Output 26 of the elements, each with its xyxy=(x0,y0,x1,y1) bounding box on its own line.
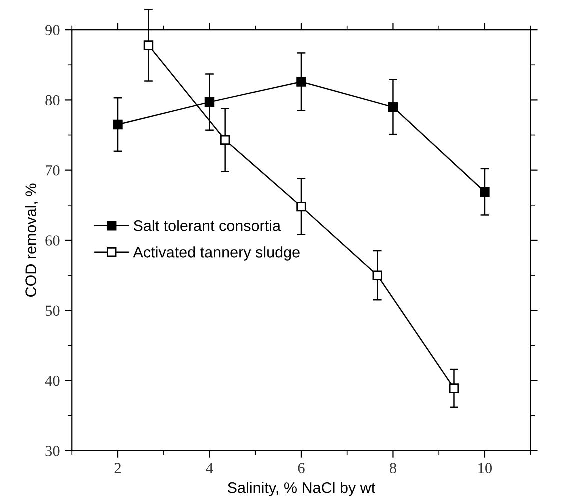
point xyxy=(449,384,460,394)
x-axis-title: Salinity, % NaCl by wt xyxy=(228,482,376,496)
y-tick-label: 80 xyxy=(46,95,60,106)
y-tick-label: 60 xyxy=(46,236,60,246)
point xyxy=(480,187,490,197)
x-tick-label: 2 xyxy=(114,463,121,474)
y-tick-label: 40 xyxy=(45,376,60,386)
point xyxy=(296,77,306,87)
y-tick-label: 90 xyxy=(46,25,60,36)
x-tick-label: 8 xyxy=(390,463,396,474)
y-tick-label: 70 xyxy=(46,165,60,176)
point xyxy=(113,120,123,130)
point xyxy=(372,270,382,280)
legend-label: Salt tolerant consortia xyxy=(134,220,282,232)
y-axis-title: COD removal, % xyxy=(25,184,38,298)
point xyxy=(388,102,398,112)
x-tick-label: 10 xyxy=(478,463,492,474)
y-tick-label: 30 xyxy=(46,446,60,456)
x-tick-label: 6 xyxy=(298,463,305,474)
x-tick-label: 4 xyxy=(206,463,214,474)
point xyxy=(204,97,215,108)
point xyxy=(220,135,230,146)
point xyxy=(144,40,154,50)
y-tick-label: 50 xyxy=(46,306,60,316)
legend-label: Activated tannery sludge xyxy=(133,246,300,261)
point xyxy=(296,202,306,212)
